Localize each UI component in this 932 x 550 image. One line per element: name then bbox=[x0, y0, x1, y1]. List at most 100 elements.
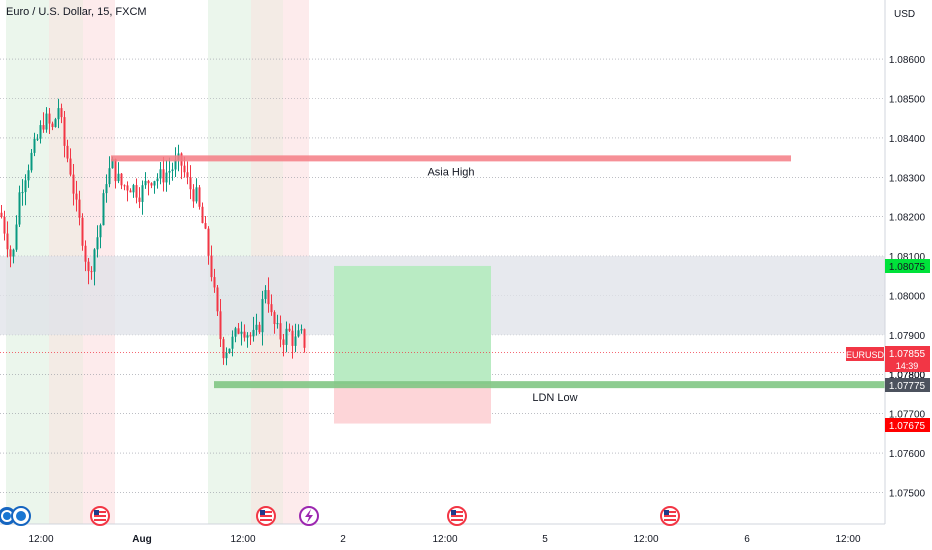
candle-body bbox=[300, 329, 303, 331]
candle-body bbox=[117, 173, 120, 182]
candle-body bbox=[105, 184, 108, 194]
candle-body bbox=[270, 304, 273, 313]
svg-text:EURUSD: EURUSD bbox=[846, 350, 885, 360]
ldn-low-line[interactable] bbox=[214, 381, 885, 389]
price-tick: 1.08100 bbox=[889, 252, 926, 263]
price-tick: 1.08000 bbox=[889, 291, 926, 302]
asia-high-line[interactable] bbox=[111, 155, 791, 162]
candle-body bbox=[162, 169, 165, 183]
candle-body bbox=[264, 290, 267, 299]
candle-body bbox=[126, 185, 129, 191]
svg-text:1.08075: 1.08075 bbox=[889, 262, 926, 273]
candle-body bbox=[24, 180, 27, 193]
candle-body bbox=[201, 206, 204, 224]
time-tick: Aug bbox=[132, 534, 151, 545]
candle-body bbox=[198, 187, 201, 207]
candle-body bbox=[303, 329, 306, 348]
candle-body bbox=[75, 193, 78, 200]
candle-body bbox=[99, 225, 102, 238]
candle-body bbox=[237, 328, 240, 334]
candle-body bbox=[96, 237, 99, 250]
candle-body bbox=[288, 328, 291, 331]
candle-body bbox=[90, 271, 93, 273]
price-tick: 1.08400 bbox=[889, 134, 926, 145]
candle-body bbox=[213, 277, 216, 288]
candle-body bbox=[120, 173, 123, 186]
time-axis[interactable] bbox=[0, 524, 932, 550]
currency-label[interactable]: USD bbox=[894, 9, 916, 20]
economic-events[interactable] bbox=[0, 506, 680, 526]
candle-body bbox=[243, 331, 246, 338]
svg-text:1.07775: 1.07775 bbox=[889, 381, 926, 392]
price-tick: 1.08200 bbox=[889, 213, 926, 224]
candle-body bbox=[156, 178, 159, 182]
candle-body bbox=[9, 249, 12, 257]
candle-body bbox=[66, 145, 69, 159]
candle-body bbox=[189, 177, 192, 190]
candle-body bbox=[108, 168, 111, 185]
position-stop-area[interactable] bbox=[334, 384, 491, 424]
candle-body bbox=[297, 330, 300, 337]
candle-body bbox=[27, 170, 30, 181]
candle-body bbox=[210, 255, 213, 278]
candle-body bbox=[267, 290, 270, 305]
dividend-event-icon[interactable] bbox=[299, 506, 319, 526]
entry-price-label: 1.07775 bbox=[885, 378, 930, 392]
us-event-icon[interactable] bbox=[90, 506, 110, 526]
us-event-icon[interactable] bbox=[447, 506, 467, 526]
stop-price-label: 1.07675 bbox=[885, 418, 930, 432]
candle-body bbox=[144, 180, 147, 186]
time-tick: 2 bbox=[340, 534, 346, 545]
candle-body bbox=[171, 169, 174, 172]
candle-body bbox=[57, 108, 60, 120]
candle-body bbox=[69, 158, 72, 175]
candle-body bbox=[42, 125, 45, 130]
time-tick-labels: 12:00 Aug 12:00 2 12:00 5 12:00 6 12:00 bbox=[28, 534, 860, 545]
candle-body bbox=[261, 298, 264, 333]
candle-body bbox=[186, 172, 189, 178]
svg-text:1.07855: 1.07855 bbox=[889, 349, 926, 360]
time-tick: 12:00 bbox=[835, 534, 860, 545]
candle-body bbox=[0, 212, 3, 217]
candle-body bbox=[72, 174, 75, 194]
price-tick: 1.08300 bbox=[889, 173, 926, 184]
price-tick: 1.07800 bbox=[889, 370, 926, 381]
time-tick: 6 bbox=[744, 534, 750, 545]
price-tick: 1.07900 bbox=[889, 331, 926, 342]
candle-body bbox=[252, 329, 255, 337]
candle-body bbox=[150, 183, 153, 186]
candle-body bbox=[63, 117, 66, 146]
candle-body bbox=[102, 193, 105, 226]
svg-text:14:39: 14:39 bbox=[896, 361, 919, 371]
candle-body bbox=[255, 324, 258, 330]
eu-event-icon[interactable] bbox=[11, 506, 31, 526]
candle-body bbox=[159, 169, 162, 179]
candle-body bbox=[129, 190, 132, 193]
us-event-icon[interactable] bbox=[256, 506, 276, 526]
symbol-title[interactable]: Euro / U.S. Dollar, 15, FXCM bbox=[6, 6, 147, 18]
candle-body bbox=[12, 249, 15, 257]
candlesticks bbox=[0, 98, 306, 366]
candle-body bbox=[39, 125, 42, 139]
candle-body bbox=[234, 328, 237, 337]
symbol-tag: EURUSD bbox=[846, 347, 885, 361]
candle-body bbox=[246, 335, 249, 338]
eu-event-icon[interactable] bbox=[0, 507, 16, 525]
candle-body bbox=[165, 172, 168, 183]
candle-body bbox=[51, 123, 54, 128]
candle-body bbox=[219, 311, 222, 340]
svg-text:1.07675: 1.07675 bbox=[889, 421, 926, 432]
us-event-icon[interactable] bbox=[660, 506, 680, 526]
candle-body bbox=[114, 158, 117, 182]
candle-body bbox=[138, 197, 141, 202]
price-tick: 1.07700 bbox=[889, 410, 926, 421]
candle-body bbox=[18, 192, 21, 225]
candle-body bbox=[168, 171, 171, 173]
candle-body bbox=[93, 249, 96, 272]
candle-body bbox=[276, 323, 279, 325]
candle-body bbox=[84, 245, 87, 262]
price-tick-labels: 1.08600 1.08500 1.08400 1.08300 1.08200 1.081… bbox=[889, 55, 926, 499]
time-tick: 12:00 bbox=[230, 534, 255, 545]
position-target-area[interactable] bbox=[334, 265, 491, 385]
